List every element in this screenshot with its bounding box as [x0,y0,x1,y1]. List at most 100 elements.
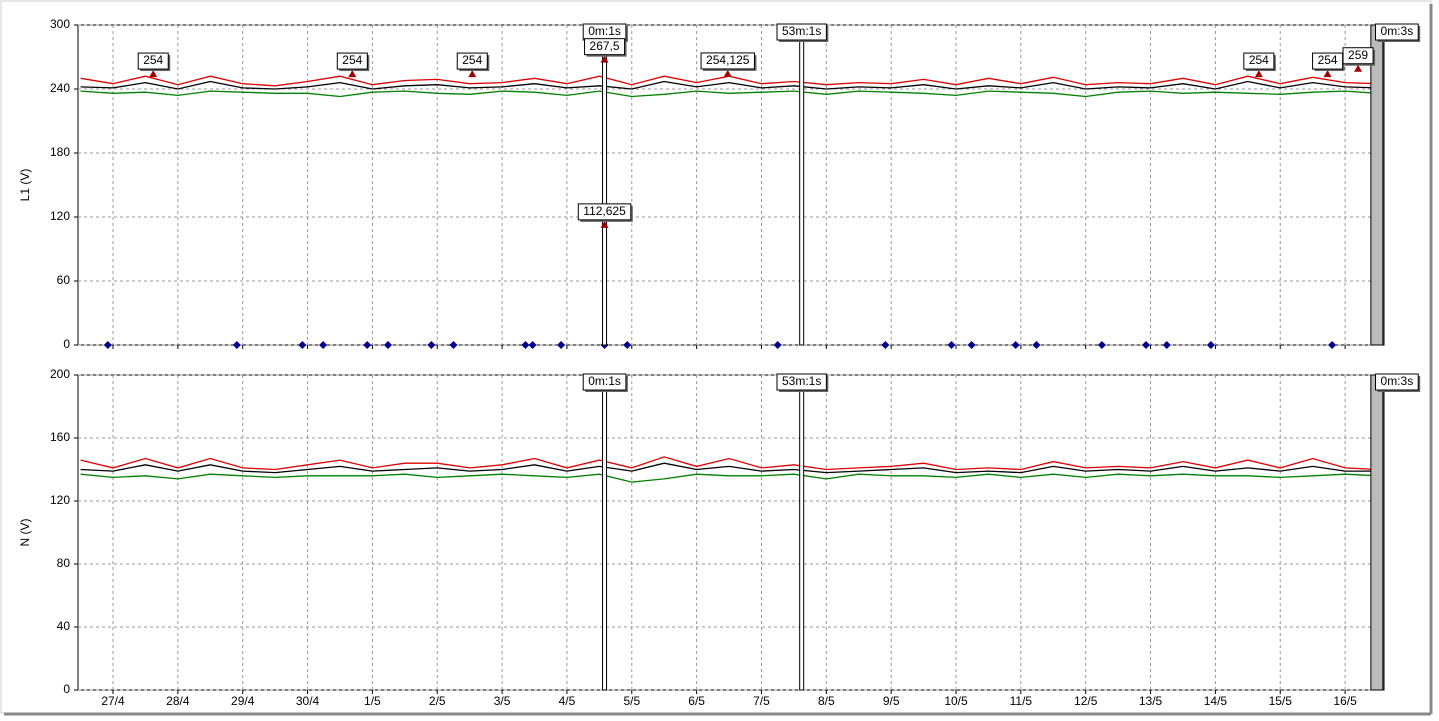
y-tick-label: 80 [57,556,71,570]
event-marker [1162,341,1171,349]
x-tick-label: 2/5 [429,694,446,708]
x-tick-label: 7/5 [753,694,770,708]
annotation-marker [1354,64,1363,72]
annotation-label: 254 [462,53,482,67]
cursor [1370,24,1384,346]
event-marker [1011,341,1020,349]
x-tick-label: 28/4 [166,694,190,708]
x-tick-label: 6/5 [688,694,705,708]
y-tick-label: 160 [50,430,70,444]
x-tick-label: 12/5 [1074,694,1098,708]
y-axis-title: N (V) [18,519,32,547]
annotation-label: 254 [1249,53,1269,67]
y-tick-label: 120 [50,209,70,223]
event-marker [947,341,956,349]
annotation-label-box [577,203,632,221]
cursor [602,24,608,346]
annotation-marker [1323,70,1332,78]
cursor-label-box [776,373,827,391]
cursor-label: 0m:1s [588,374,621,388]
y-tick-label: 40 [57,619,71,633]
annotation-label: 254 [1318,53,1338,67]
annotation-label: 254 [342,53,362,67]
event-marker [319,341,328,349]
event-marker [1032,341,1041,349]
series-line [80,80,1378,90]
series-line [80,90,1378,98]
cursor-label: 0m:1s [588,24,621,38]
x-tick-label: 11/5 [1010,694,1033,708]
x-tick-label: 30/4 [296,694,320,708]
x-tick-label: 5/5 [623,694,640,708]
x-tick-label: 14/5 [1204,694,1228,708]
event-marker [1328,341,1337,349]
plot-area [77,374,1385,691]
annotation-marker [723,69,732,77]
annotation-label: 259 [1348,48,1368,62]
plot-area [77,24,1385,346]
cursor [602,374,608,691]
annotation-label-box [336,52,368,70]
series-line [80,473,1378,483]
cursor-label-box [1375,23,1419,41]
cursor-label: 53m:1s [782,374,821,388]
event-marker [967,341,976,349]
x-tick-label: 10/5 [944,694,968,708]
cursor-label: 53m:1s [782,24,821,38]
cursor [799,374,805,691]
event-marker [1142,341,1151,349]
annotation-marker [348,70,357,78]
y-tick-label: 180 [50,145,70,159]
event-marker [557,341,566,349]
annotation-label-box [137,52,169,70]
event-marker [383,341,392,349]
event-marker [521,341,530,349]
event-marker [881,341,890,349]
event-marker [232,341,241,349]
cursor-label-box [582,373,627,391]
annotation-marker [600,220,609,228]
event-marker [1097,341,1106,349]
y-tick-label: 200 [50,367,70,381]
event-marker [773,341,782,349]
annotation-marker [600,55,609,63]
annotation-marker [468,70,477,78]
event-marker [103,341,112,349]
x-tick-label: 13/5 [1139,694,1163,708]
series-line [80,462,1378,474]
cursor-label-box [1375,373,1419,391]
annotation-label-box [700,52,755,70]
annotation-label-box [456,52,488,70]
x-tick-label: 29/4 [231,694,255,708]
y-axis-title: L1 (V) [18,169,32,202]
event-marker [363,341,372,349]
y-tick-label: 300 [50,17,70,31]
y-tick-label: 120 [50,493,70,507]
cursor [799,24,805,346]
event-marker [1206,341,1215,349]
annotation-label-box [584,38,626,56]
annotation-marker [1254,70,1263,78]
x-tick-label: 16/5 [1333,694,1357,708]
cursor [1370,374,1384,691]
annotation-label: 254,125 [706,53,750,67]
event-marker [623,341,632,349]
event-marker [427,341,436,349]
event-marker [528,341,537,349]
cursor-label: 0m:3s [1381,24,1414,38]
x-tick-label: 15/5 [1269,694,1293,708]
annotation-label-box [1342,47,1374,65]
x-tick-label: 8/5 [818,694,835,708]
y-tick-label: 0 [63,682,70,696]
x-tick-label: 3/5 [494,694,511,708]
x-tick-label: 9/5 [883,694,900,708]
event-marker [298,341,307,349]
annotation-label: 112,625 [583,204,626,218]
event-marker [449,341,458,349]
annotation-label: 267,5 [590,39,620,53]
cursor-label-box [776,23,827,41]
x-tick-label: 1/5 [364,694,381,708]
x-tick-label: 4/5 [559,694,576,708]
annotation-label: 254 [143,53,163,67]
